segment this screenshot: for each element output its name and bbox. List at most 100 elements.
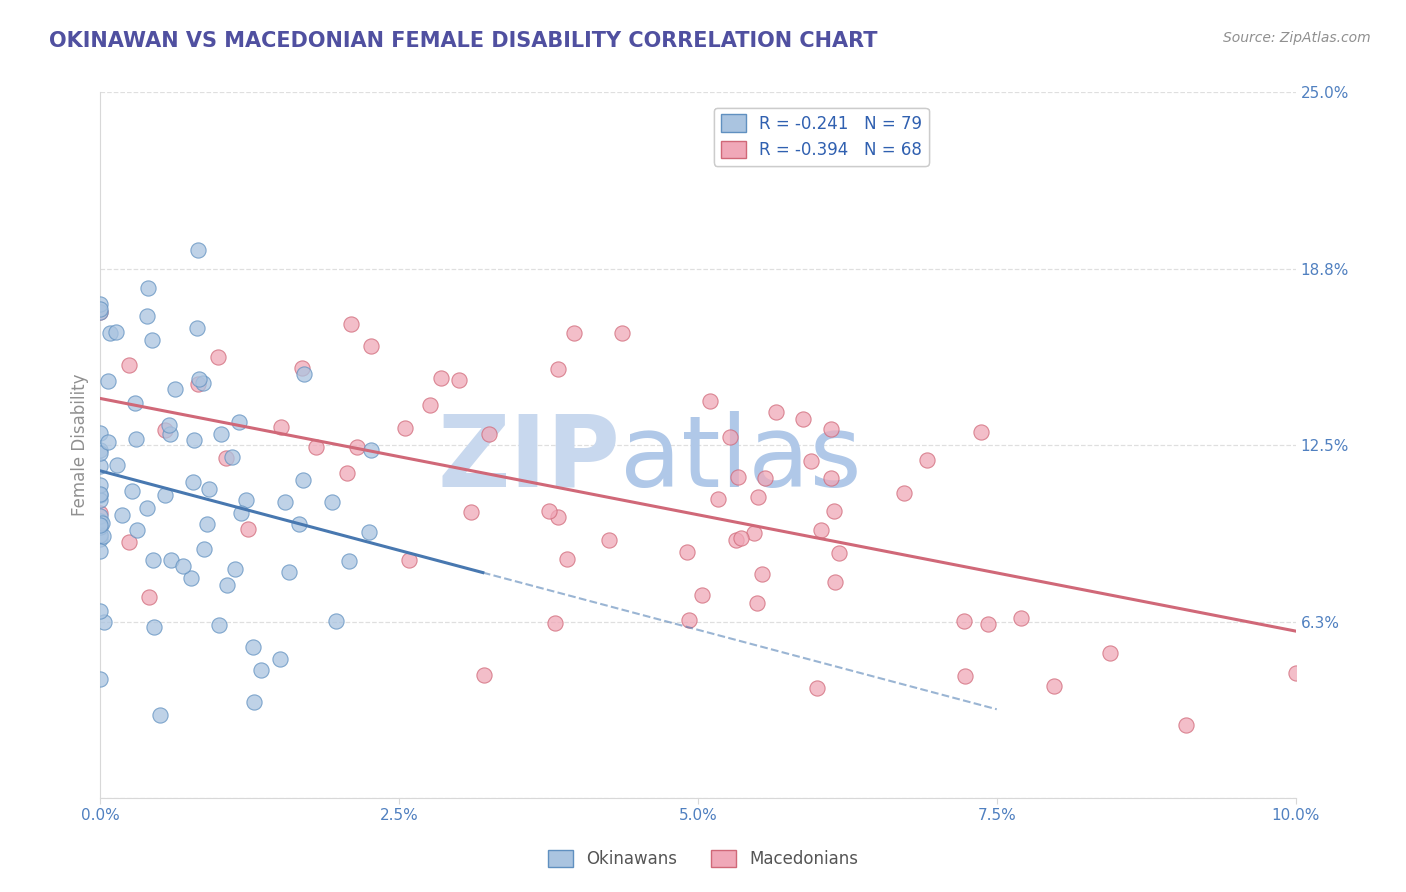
Point	[91, 529, 114, 543]
Point	[754, 471, 776, 485]
Point	[305, 440, 328, 454]
Point	[111, 508, 134, 522]
Point	[1284, 665, 1306, 680]
Point	[118, 358, 141, 372]
Point	[952, 614, 974, 628]
Point	[678, 613, 700, 627]
Point	[828, 546, 851, 560]
Point	[394, 421, 416, 435]
Text: atlas: atlas	[620, 411, 862, 508]
Point	[294, 367, 316, 381]
Point	[89, 533, 111, 547]
Text: OKINAWAN VS MACEDONIAN FEMALE DISABILITY CORRELATION CHART: OKINAWAN VS MACEDONIAN FEMALE DISABILITY…	[49, 31, 877, 51]
Point	[208, 618, 231, 632]
Point	[89, 305, 111, 319]
Point	[89, 426, 111, 441]
Point	[278, 565, 301, 579]
Point	[547, 362, 569, 376]
Point	[195, 516, 218, 531]
Point	[1010, 611, 1032, 625]
Point	[555, 552, 578, 566]
Point	[340, 317, 363, 331]
Point	[718, 430, 741, 444]
Point	[538, 504, 561, 518]
Point	[970, 425, 993, 439]
Legend: R = -0.241   N = 79, R = -0.394   N = 68: R = -0.241 N = 79, R = -0.394 N = 68	[714, 108, 929, 166]
Point	[360, 338, 382, 352]
Point	[97, 434, 120, 449]
Point	[157, 417, 180, 432]
Point	[89, 528, 111, 542]
Point	[159, 426, 181, 441]
Point	[187, 243, 209, 257]
Point	[105, 325, 128, 339]
Point	[547, 509, 569, 524]
Point	[751, 567, 773, 582]
Point	[274, 495, 297, 509]
Point	[747, 490, 769, 504]
Point	[89, 297, 111, 311]
Point	[336, 466, 359, 480]
Point	[800, 453, 823, 467]
Point	[188, 372, 211, 386]
Y-axis label: Female Disability: Female Disability	[72, 374, 89, 516]
Point	[89, 492, 111, 507]
Point	[745, 595, 768, 609]
Point	[291, 360, 314, 375]
Point	[172, 558, 194, 573]
Point	[1174, 717, 1197, 731]
Point	[89, 486, 111, 500]
Point	[321, 495, 343, 509]
Point	[810, 523, 832, 537]
Point	[135, 309, 157, 323]
Point	[89, 305, 111, 319]
Point	[215, 450, 238, 465]
Point	[143, 620, 166, 634]
Point	[460, 505, 482, 519]
Point	[141, 333, 163, 347]
Point	[193, 541, 215, 556]
Point	[337, 554, 360, 568]
Point	[125, 524, 148, 538]
Point	[792, 412, 814, 426]
Point	[727, 469, 749, 483]
Point	[89, 508, 111, 523]
Point	[125, 432, 148, 446]
Point	[149, 708, 172, 723]
Point	[288, 516, 311, 531]
Point	[823, 504, 845, 518]
Point	[89, 518, 111, 533]
Point	[183, 434, 205, 448]
Point	[725, 533, 748, 547]
Point	[198, 482, 221, 496]
Point	[360, 442, 382, 457]
Point	[398, 553, 420, 567]
Point	[89, 514, 111, 528]
Point	[235, 493, 257, 508]
Point	[699, 394, 721, 409]
Point	[675, 545, 697, 559]
Point	[93, 615, 115, 630]
Point	[228, 415, 250, 429]
Legend: Okinawans, Macedonians: Okinawans, Macedonians	[541, 843, 865, 875]
Point	[893, 485, 915, 500]
Point	[730, 532, 752, 546]
Point	[824, 575, 846, 590]
Point	[1099, 646, 1122, 660]
Point	[211, 426, 233, 441]
Point	[976, 617, 998, 632]
Point	[153, 423, 176, 437]
Point	[138, 590, 160, 604]
Point	[89, 488, 111, 502]
Point	[325, 614, 347, 628]
Point	[742, 525, 765, 540]
Point	[419, 398, 441, 412]
Point	[242, 640, 264, 654]
Point	[242, 695, 264, 709]
Point	[472, 668, 495, 682]
Point	[89, 544, 111, 558]
Point	[562, 326, 585, 340]
Point	[231, 506, 253, 520]
Point	[121, 484, 143, 499]
Point	[430, 370, 453, 384]
